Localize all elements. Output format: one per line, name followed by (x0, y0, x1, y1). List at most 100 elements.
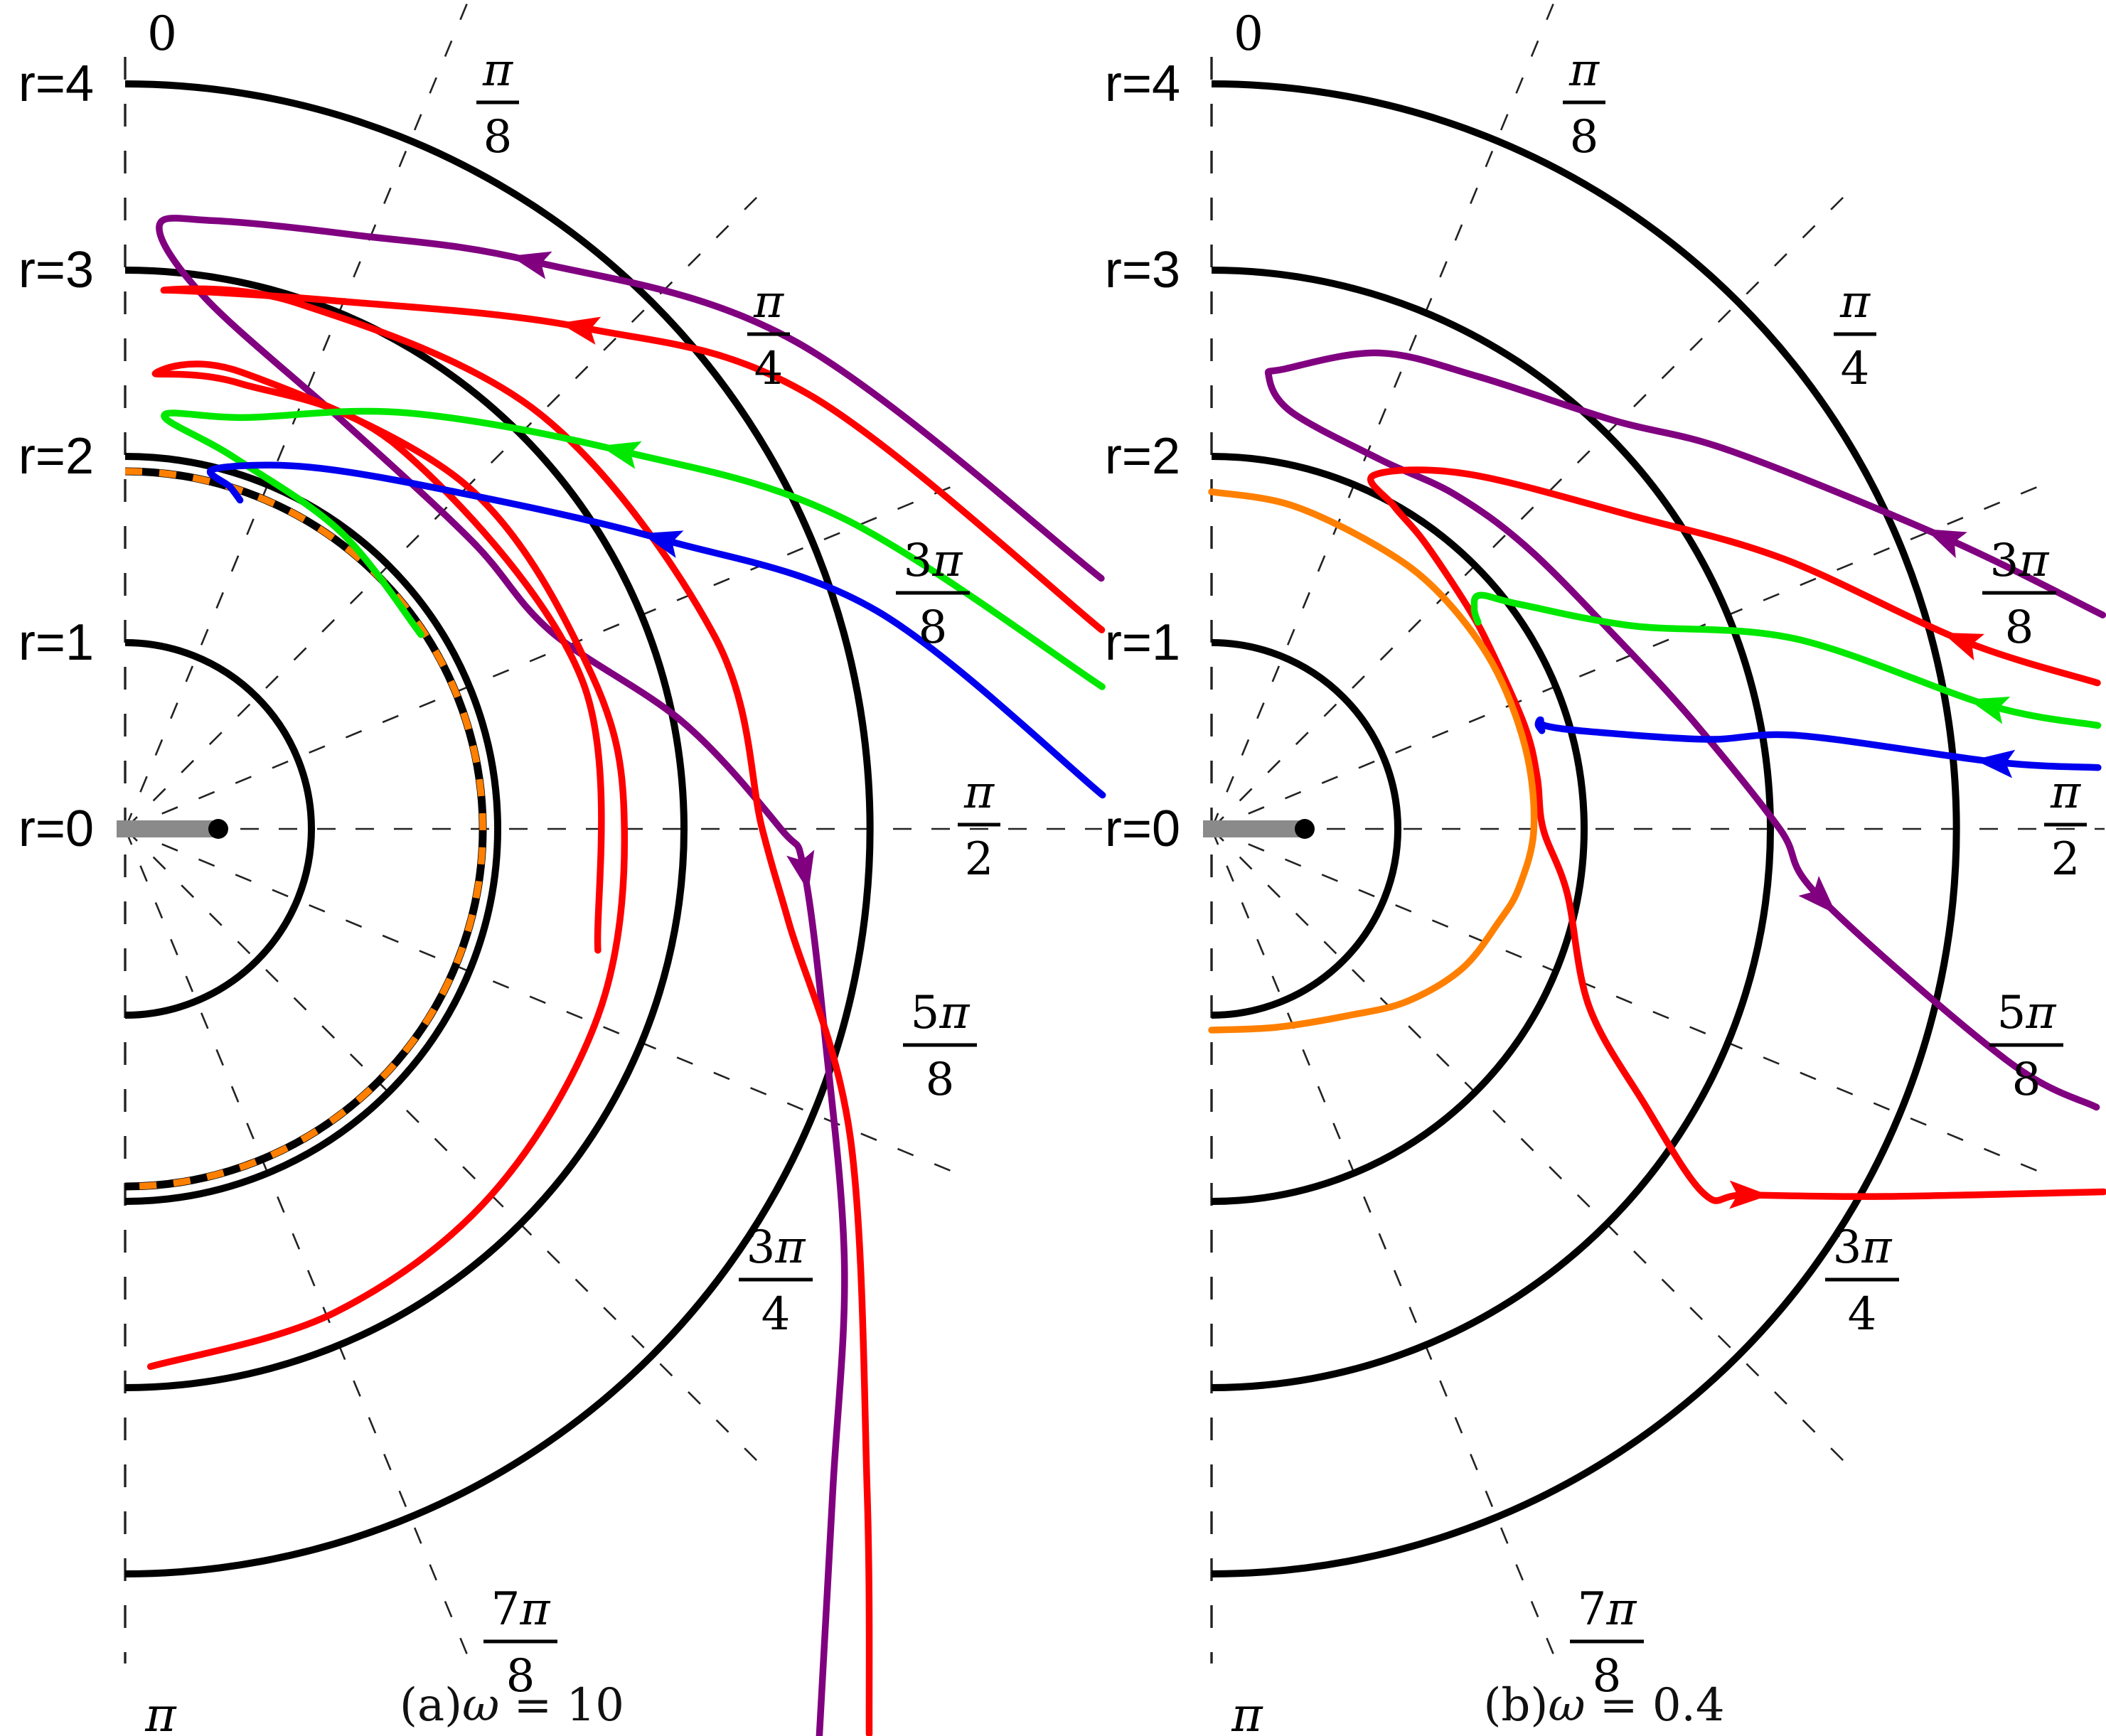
angle-label-2: π4 (1834, 276, 1876, 395)
origin-dot (208, 819, 228, 839)
fraction-numerator: 3π (1990, 535, 2050, 587)
angle-label-6: 3π4 (739, 1221, 813, 1341)
r-label-4: r=4 (18, 55, 94, 112)
angle-label-0: 0 (1234, 6, 1263, 61)
fraction-numerator: 5π (1997, 987, 2057, 1039)
arrowhead-blue (641, 530, 684, 558)
angle-label-1: π8 (1563, 44, 1605, 164)
fraction-numerator: π (2050, 766, 2081, 819)
r-label-0: r=0 (1105, 800, 1180, 857)
angle-label-3: 3π8 (896, 535, 970, 654)
trajectory-orange (1208, 488, 1538, 1034)
fraction-numerator: 3π (1833, 1221, 1893, 1274)
angle-label-4: π2 (958, 766, 1000, 886)
angle-label-6: 3π4 (1825, 1221, 1899, 1341)
trajectory-red (1367, 466, 2106, 1204)
fraction-denominator: 8 (919, 601, 948, 654)
arrowhead-purple (1798, 876, 1837, 915)
fraction-denominator: 2 (965, 833, 994, 886)
spoke-grid (1210, 0, 2105, 1671)
fraction-numerator: π (753, 276, 784, 328)
fraction-numerator: 7π (491, 1583, 551, 1636)
fraction-denominator: 8 (483, 111, 513, 164)
fraction-numerator: π (963, 766, 995, 819)
r-label-3: r=3 (1105, 242, 1180, 299)
arrowhead-purple (1925, 529, 1967, 559)
grid-circle-r1 (124, 639, 315, 1019)
fraction-denominator: 8 (1593, 1650, 1622, 1703)
r-label-1: r=1 (18, 614, 94, 671)
spoke-5pi-8 (1211, 827, 2053, 1179)
angle-label-7: 7π8 (1570, 1583, 1644, 1703)
angle-label-4: π2 (2044, 766, 2087, 886)
fraction-denominator: 8 (2012, 1054, 2041, 1106)
spoke-7pi-8 (124, 828, 475, 1671)
arrowhead-red (1729, 1180, 1770, 1209)
caption-panel-a: (a)ω = 10 (399, 1679, 625, 1732)
trajectory-blue (206, 461, 1106, 799)
arrowhead-blue (1974, 749, 2016, 778)
trajectory-blue (1534, 716, 2102, 771)
angle-label-8: π (1231, 1688, 1263, 1736)
grid-circle-r3 (1211, 267, 1774, 1391)
r-label-0: r=0 (18, 800, 94, 857)
horizon-bar (117, 820, 218, 837)
fraction-numerator: 7π (1578, 1583, 1637, 1636)
angle-label-5: 5π8 (1989, 987, 2063, 1106)
spoke-3pi-8 (124, 479, 967, 830)
r-label-2: r=2 (1105, 428, 1180, 485)
angle-label-3: 3π8 (1982, 535, 2056, 654)
horizon-bar (1203, 820, 1305, 837)
fraction-denominator: 4 (761, 1288, 791, 1341)
fraction-numerator: 3π (747, 1221, 806, 1274)
fraction-denominator: 4 (754, 343, 784, 395)
fraction-denominator: 8 (1570, 111, 1599, 164)
angle-label-1: π8 (476, 44, 519, 164)
angle-label-5: 5π8 (903, 987, 977, 1106)
spoke-6pi-8 (124, 828, 770, 1474)
r-label-1: r=1 (1105, 614, 1180, 671)
fraction-numerator: 3π (904, 535, 963, 587)
arrowhead-green (599, 441, 642, 469)
arrowhead-red (1942, 632, 1985, 661)
arrowhead-green (1967, 696, 2011, 724)
fraction-denominator: 4 (1848, 1288, 1877, 1341)
angle-label-7: 7π8 (483, 1583, 557, 1703)
fraction-numerator: π (1568, 44, 1600, 97)
angle-label-2: π4 (747, 276, 790, 395)
origin-dot (1295, 819, 1315, 839)
grid-circle-r4 (124, 80, 874, 1577)
spoke-1pi-8 (124, 0, 470, 830)
fraction-denominator: 8 (2005, 601, 2034, 654)
fraction-numerator: π (1839, 276, 1871, 328)
fraction-numerator: 5π (911, 987, 971, 1039)
r-label-2: r=2 (18, 428, 94, 485)
arrowhead-purple (510, 251, 552, 279)
fraction-denominator: 4 (1841, 343, 1870, 395)
fraction-numerator: π (482, 44, 513, 97)
grid-circle-r1 (1211, 639, 1401, 1019)
trajectory-red-in-out (160, 285, 1106, 1736)
fraction-denominator: 2 (2051, 833, 2080, 886)
photon-ring-orange-dashes (124, 468, 486, 1190)
spoke-7pi-8 (1210, 828, 1561, 1671)
spoke-grid (124, 0, 1102, 1671)
grid-circle-r4 (1211, 80, 1960, 1577)
trajectory-green (161, 407, 1106, 690)
trajectory-purple (1264, 349, 2106, 1111)
spoke-5pi-8 (124, 827, 967, 1179)
fraction-denominator: 8 (506, 1650, 535, 1703)
arrowhead-purple (786, 850, 815, 892)
angle-label-8: π (144, 1688, 177, 1736)
spoke-6pi-8 (1211, 828, 1856, 1474)
r-label-3: r=3 (18, 242, 94, 299)
trajectory-red-whirl (146, 360, 629, 1371)
spoke-1pi-8 (1210, 0, 1556, 830)
caption-panel-b: (b)ω = 0.4 (1483, 1679, 1725, 1732)
r-label-4: r=4 (1105, 55, 1180, 112)
spoke-2pi-8 (1211, 184, 1856, 830)
spoke-3pi-8 (1211, 479, 2053, 830)
